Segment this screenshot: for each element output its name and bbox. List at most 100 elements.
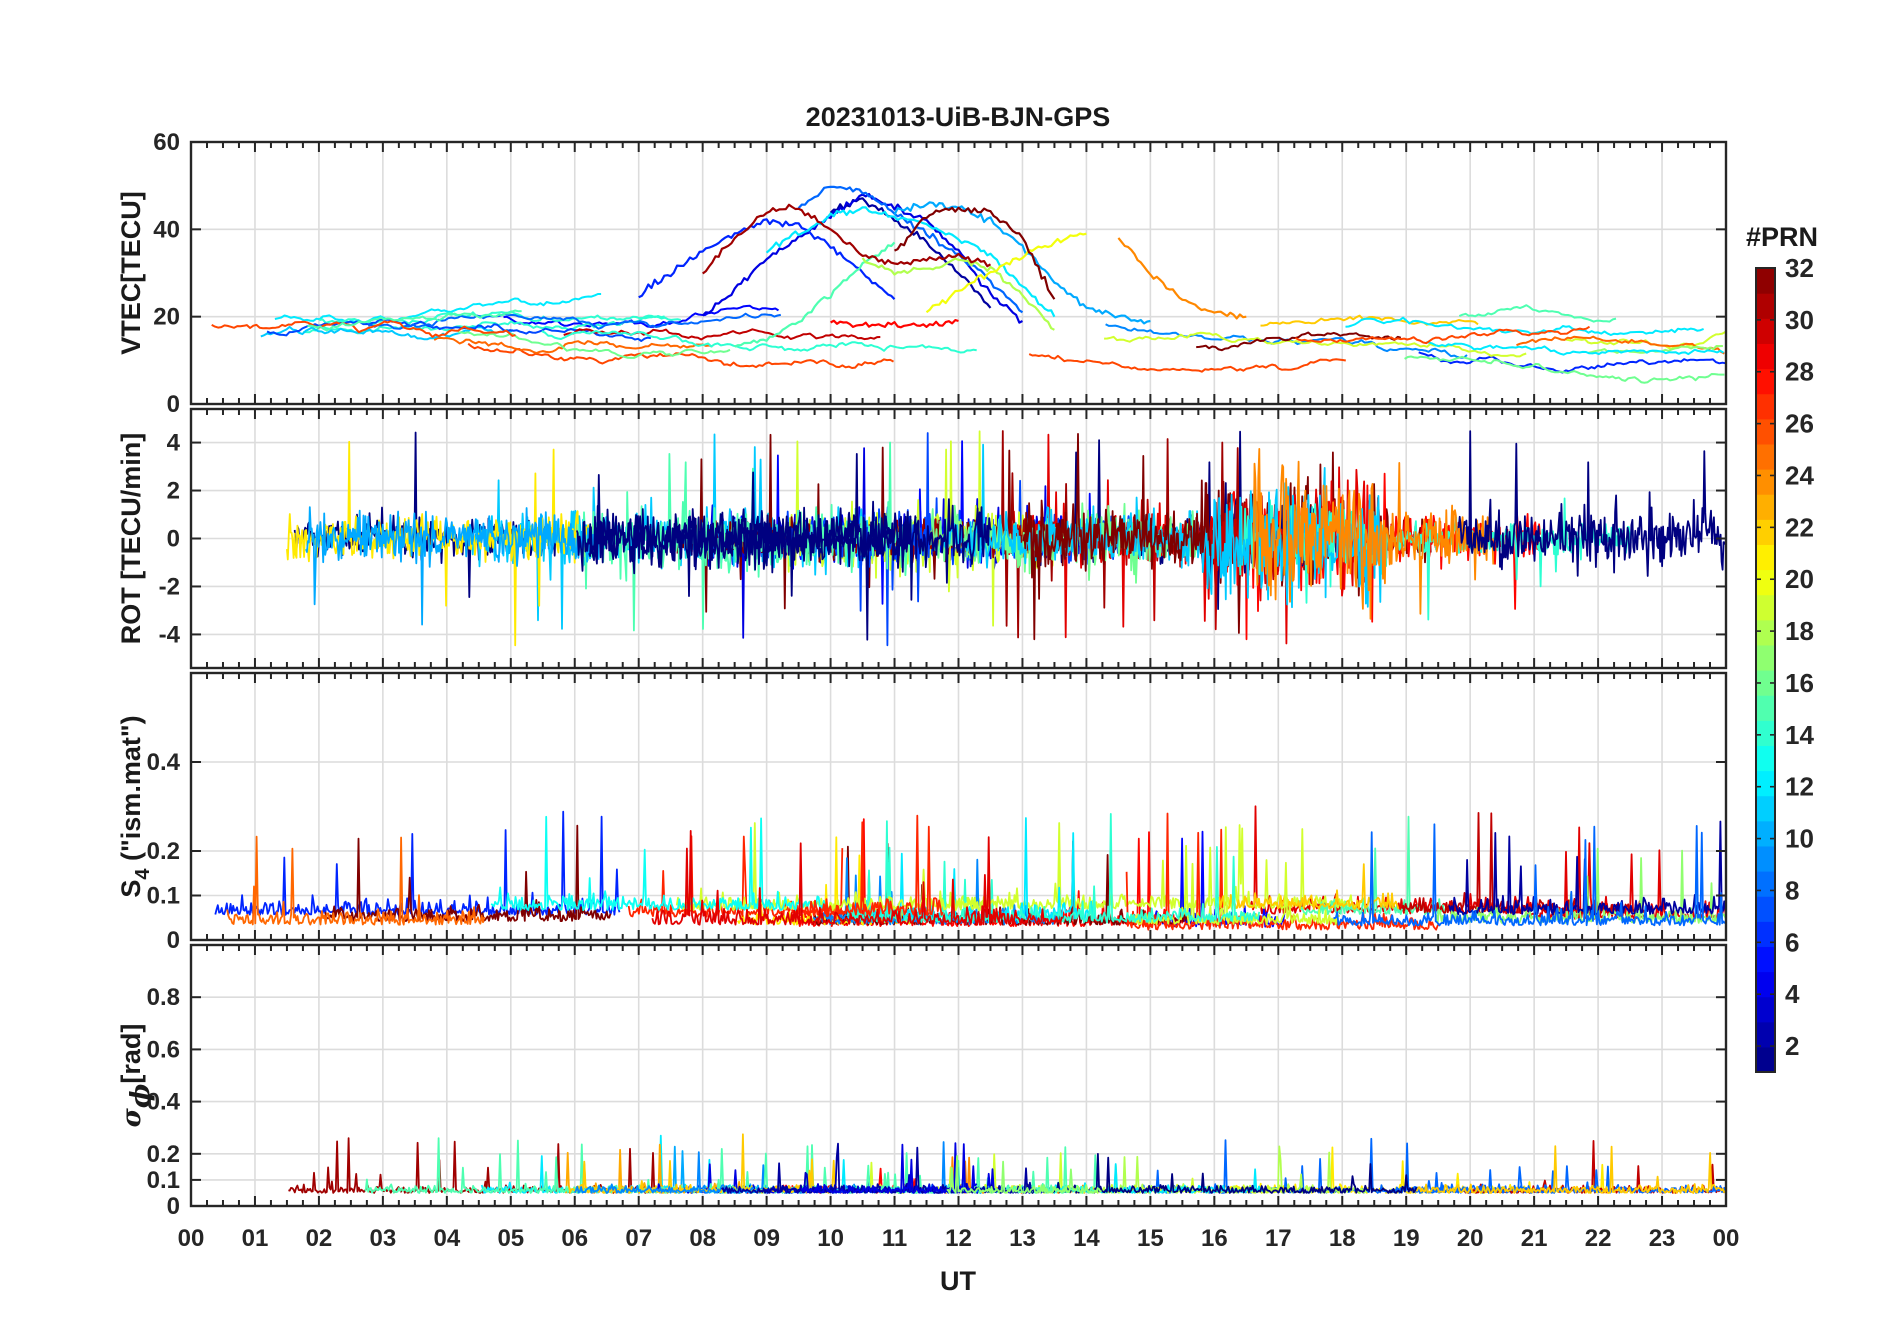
axes-frame: [189, 671, 1728, 942]
y-tick-label: 0: [167, 927, 180, 954]
panel-s4: 0 0.1 0.2 0.4S4 ("ism.mat"): [116, 671, 1728, 954]
x-tick-label: 21: [1521, 1225, 1548, 1252]
x-tick-label: 13: [1009, 1225, 1036, 1252]
vtec-series-prn-15: [734, 241, 896, 348]
x-tick-label: 12: [945, 1225, 972, 1252]
colorbar-tick-label: 22: [1785, 512, 1814, 542]
s4-trace: [1127, 826, 1341, 926]
vtec-trace: [1028, 353, 1346, 373]
x-tick-label: 07: [625, 1225, 652, 1252]
rot-trace: [1457, 430, 1726, 577]
vtec-series-prn-31: [702, 203, 992, 275]
colorbar-tick-label: 20: [1785, 564, 1814, 594]
vtec-trace: [467, 342, 894, 369]
colorbar-tick-label: 24: [1785, 460, 1814, 490]
colorbar-segment: [1756, 996, 1775, 1023]
x-tick-label: 19: [1393, 1225, 1420, 1252]
y-tick-label: -2: [159, 573, 180, 600]
y-tick-label: 0.8: [147, 984, 180, 1011]
panel-vtec: 0 20 40 60 VTEC[TECU]: [116, 129, 1728, 418]
colorbar-segment: [1756, 418, 1775, 445]
colorbar-tick-label: 2: [1785, 1031, 1799, 1061]
vtec-series-prn-6: [638, 218, 896, 300]
y-axis-label-rot: ROT [TECU/min]: [116, 433, 146, 644]
rot-trace: [1022, 432, 1212, 579]
colorbar-segment: [1756, 695, 1775, 721]
x-axis-label: UT: [940, 1266, 976, 1296]
colorbar-segment: [1756, 795, 1775, 822]
vtec-series-prn-4: [701, 192, 1023, 324]
vtec-trace: [1260, 314, 1479, 327]
sigma-trace: [720, 1142, 1036, 1194]
colorbar-segment: [1756, 393, 1775, 420]
y-tick-labels: 0 20 40 60: [153, 129, 180, 418]
vtec-trace: [1426, 341, 1725, 356]
colorbar-segment: [1756, 644, 1775, 671]
y-axis-label-s4: S4 ("ism.mat"): [116, 715, 154, 897]
colorbar-segment: [1756, 670, 1775, 696]
y-tick-label: 20: [153, 304, 180, 331]
x-tick-labels: 00 01 02 03 04 05 06 07 08 09 10 11 12 13 14 15 16 17 18 19…: [178, 1225, 1740, 1252]
vtec-trace: [1345, 316, 1704, 336]
y-tick-labels: 00.10.2 0.4 0.6 0.8: [147, 984, 181, 1220]
colorbar-segment: [1756, 896, 1775, 922]
colorbar-segment: [1756, 871, 1775, 897]
x-tick-label: 00: [1713, 1225, 1740, 1252]
y-axis-label-sigma: σϕ[rad]: [116, 1024, 156, 1128]
colorbar-segment: [1756, 1021, 1775, 1048]
rot-trace: [305, 506, 600, 626]
data-traces: [211, 185, 1726, 384]
colorbar-segment: [1756, 544, 1775, 571]
y-tick-label: 0.1: [147, 883, 180, 910]
colorbar-segment: [1756, 619, 1775, 646]
x-tick-label: 16: [1201, 1225, 1228, 1252]
y-tick-label: 0.2: [147, 1141, 180, 1168]
axes-frame: [189, 140, 1728, 406]
axes-frame: [189, 943, 1728, 1208]
colorbar-tick-label: 12: [1785, 772, 1814, 802]
y-tick-label: 0.2: [147, 838, 180, 865]
vtec-trace: [458, 331, 731, 359]
x-tick-label: 10: [817, 1225, 844, 1252]
colorbar-segment: [1756, 469, 1775, 495]
colorbar-tick-label: 16: [1785, 668, 1814, 698]
y-tick-label: 60: [153, 129, 180, 156]
x-tick-label: 15: [1137, 1225, 1164, 1252]
colorbar-frame: [1755, 267, 1776, 1073]
colorbar-tick-label: 26: [1785, 409, 1814, 439]
colorbar-segment: [1756, 569, 1775, 596]
vtec-trace: [1294, 325, 1591, 345]
vtec-trace: [367, 312, 781, 330]
vtec-trace: [1404, 355, 1725, 384]
colorbar-tick-label: 14: [1785, 720, 1814, 750]
y-tick-label: 0: [167, 1193, 180, 1220]
vtec-trace: [211, 320, 516, 338]
sigma-trace: [800, 1143, 978, 1194]
x-tick-label: 23: [1649, 1225, 1676, 1252]
panel-sigma: 00.10.2 0.4 0.6 0.8 σϕ[rad]: [116, 943, 1728, 1220]
y-tick-label: 4: [167, 430, 181, 457]
vtec-trace: [1196, 331, 1402, 352]
colorbar-segment: [1756, 845, 1775, 872]
vtec-trace: [307, 309, 522, 332]
panel-rot: -4 -2 0 2 4 ROT [TECU/min]: [116, 407, 1728, 670]
axes-frame: [189, 407, 1728, 670]
colorbar-segment: [1756, 745, 1775, 772]
vtec-series-prn-20: [925, 232, 1087, 314]
s4-trace: [1218, 863, 1400, 910]
colorbar-tick-label: 10: [1785, 824, 1814, 854]
vtec-series-prn-18: [861, 257, 1055, 331]
s4-trace: [1333, 823, 1726, 927]
chart-title: 20231013-UiB-BJN-GPS: [806, 102, 1111, 132]
vtec-series-prn-24: [1117, 237, 1247, 320]
sigma-trace: [1408, 1145, 1726, 1194]
colorbar-segment: [1756, 594, 1775, 621]
s4-trace: [226, 835, 486, 926]
colorbar-tick-label: 4: [1785, 979, 1800, 1009]
y-tick-label: -4: [159, 621, 181, 648]
colorbar-segment: [1756, 921, 1775, 947]
colorbar-segment: [1756, 293, 1775, 319]
y-tick-labels: -4 -2 0 2 4: [159, 430, 181, 649]
